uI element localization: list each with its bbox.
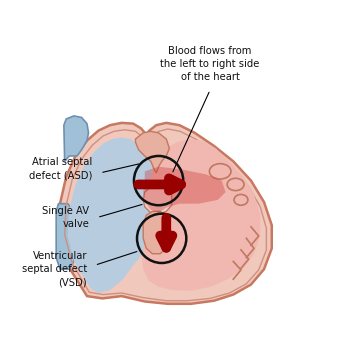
Text: Atrial septal
defect (ASD): Atrial septal defect (ASD) [29,158,92,181]
Polygon shape [64,116,89,161]
Text: Blood flows from
the left to right side
of the heart: Blood flows from the left to right side … [161,46,260,82]
Polygon shape [143,167,226,213]
Polygon shape [142,139,260,291]
Polygon shape [68,138,154,293]
Text: Single AV
valve: Single AV valve [42,206,89,229]
Polygon shape [135,131,169,173]
Polygon shape [143,184,172,215]
Polygon shape [143,211,169,254]
Polygon shape [56,204,74,269]
Text: Ventricular
septal defect
(VSD): Ventricular septal defect (VSD) [22,251,87,287]
Polygon shape [58,123,272,304]
